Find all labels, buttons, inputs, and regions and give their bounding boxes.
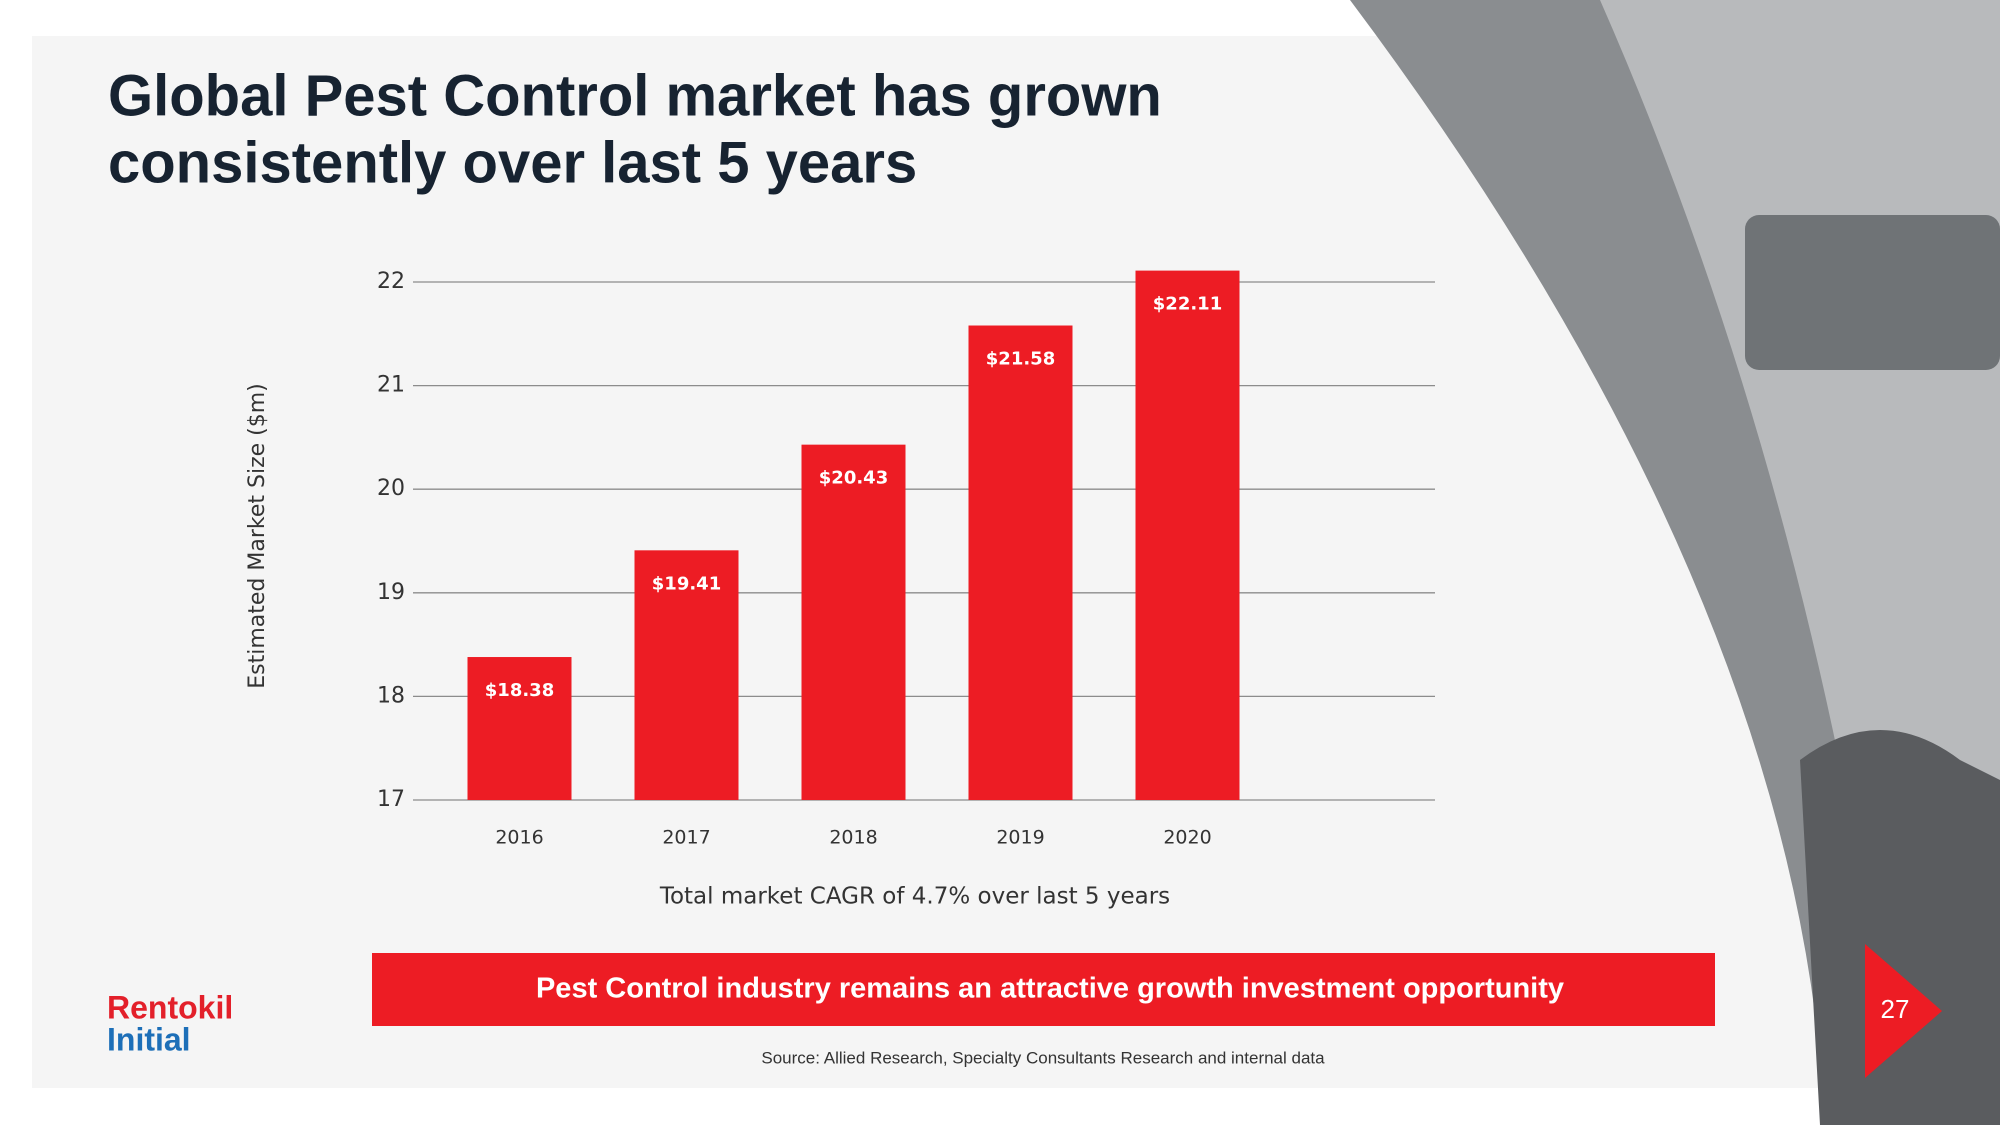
- value-label: $20.43: [819, 468, 888, 489]
- x-tick-label: 2017: [662, 827, 710, 849]
- value-label: $21.58: [986, 349, 1055, 370]
- photo-device: [1745, 215, 2000, 370]
- x-tick-label: 2019: [996, 827, 1044, 849]
- banner: [372, 953, 1715, 1026]
- x-tick-label: 2020: [1163, 827, 1211, 849]
- bar: [968, 325, 1073, 800]
- bar: [634, 550, 739, 800]
- x-tick-label: 2018: [829, 827, 877, 849]
- y-tick-label: 18: [377, 683, 405, 708]
- chart-note: Total market CAGR of 4.7% over last 5 ye…: [659, 884, 1170, 910]
- chart: 17 18 19 20 21 22 2016 $18.38 2017 $19.41 2018 $20.…: [377, 269, 1435, 849]
- y-tick-label: 22: [377, 269, 405, 294]
- bar: [467, 657, 572, 800]
- logo: Rentokil: [107, 989, 233, 1025]
- value-label: $18.38: [485, 680, 554, 701]
- y-tick-label: 20: [377, 476, 405, 501]
- bar: [801, 444, 906, 800]
- bar: [1135, 270, 1240, 800]
- y-tick-label: 19: [377, 580, 405, 605]
- page-marker: [1865, 944, 1942, 1078]
- x-tick-label: 2016: [495, 827, 543, 849]
- y-axis-label: Estimated Market Size ($m): [245, 383, 270, 689]
- slide-title: consistently over last 5 years: [108, 130, 917, 195]
- logo: Initial: [107, 1021, 191, 1057]
- slide-title: Global Pest Control market has grown: [108, 63, 1162, 128]
- source: Source: Allied Research, Specialty Consu…: [761, 1048, 1325, 1067]
- photo-person: [1800, 730, 2000, 1125]
- page-number: 27: [1881, 994, 1910, 1024]
- value-label: $19.41: [652, 573, 721, 594]
- value-label: $22.11: [1153, 294, 1222, 315]
- y-tick-label: 17: [377, 787, 405, 812]
- y-tick-label: 21: [377, 373, 405, 398]
- banner-text: Pest Control industry remains an attract…: [536, 973, 1564, 1005]
